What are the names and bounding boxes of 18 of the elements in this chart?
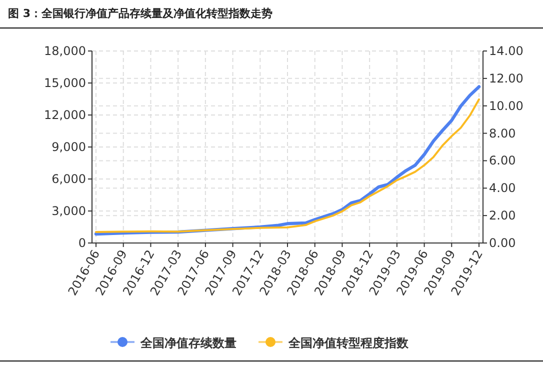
legend-label: 全国净值转型程度指数 [288, 336, 410, 350]
y2-tick-label: 8.00 [489, 126, 516, 140]
y2-tick-label: 12.00 [489, 71, 524, 86]
y-tick-label: 12,000 [44, 108, 86, 122]
y2-tick-label: 14.00 [489, 44, 524, 58]
y-tick-label: 6,000 [52, 172, 86, 186]
y-tick-label: 9,000 [52, 140, 86, 154]
y-tick-label: 18,000 [44, 44, 86, 58]
y2-tick-label: 2.00 [489, 208, 516, 223]
y-tick-label: 15,000 [44, 76, 86, 90]
y-tick-label: 0 [78, 236, 86, 250]
y-tick-label: 3,000 [52, 204, 86, 218]
chart-title: 图 3：全国银行净值产品存续量及净值化转型指数走势 [8, 7, 272, 20]
legend-label: 全国净值存续数量 [140, 336, 236, 350]
y2-tick-label: 4.00 [489, 181, 516, 196]
y2-tick-label: 0.00 [489, 236, 516, 250]
y2-tick-label: 6.00 [489, 154, 516, 168]
y2-tick-label: 10.00 [489, 98, 524, 113]
